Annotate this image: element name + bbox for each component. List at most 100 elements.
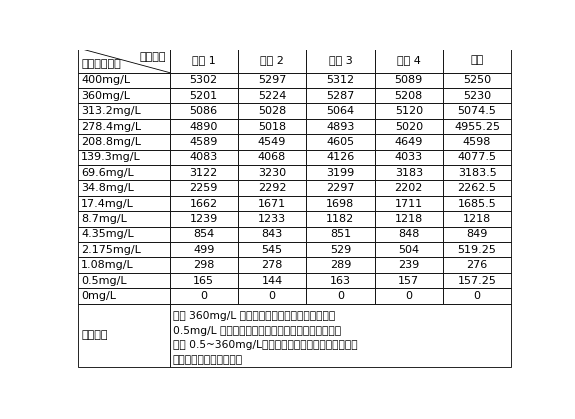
- Text: 5312: 5312: [327, 75, 354, 85]
- Bar: [238, 150, 306, 165]
- Text: 0.5mg/L: 0.5mg/L: [81, 276, 127, 285]
- Bar: [306, 196, 374, 211]
- Bar: [443, 211, 511, 227]
- Text: 157.25: 157.25: [458, 276, 497, 285]
- Bar: [238, 48, 306, 72]
- Bar: [374, 72, 443, 88]
- Text: 4649: 4649: [394, 137, 423, 147]
- Bar: [306, 150, 374, 165]
- Text: 5028: 5028: [258, 106, 286, 116]
- Bar: [374, 257, 443, 273]
- Text: 1671: 1671: [258, 199, 286, 209]
- Bar: [374, 181, 443, 196]
- Bar: [78, 134, 170, 150]
- Bar: [170, 88, 238, 103]
- Text: 4890: 4890: [190, 122, 218, 132]
- Text: 4077.5: 4077.5: [458, 153, 497, 162]
- Text: 4.35mg/L: 4.35mg/L: [81, 229, 134, 239]
- Text: 5297: 5297: [258, 75, 286, 85]
- Bar: [374, 88, 443, 103]
- Text: 2297: 2297: [326, 183, 355, 193]
- Bar: [170, 257, 238, 273]
- Bar: [306, 181, 374, 196]
- Text: 5230: 5230: [463, 91, 491, 101]
- Text: 848: 848: [398, 229, 419, 239]
- Bar: [238, 119, 306, 134]
- Text: 0.5mg/L 以下时，反应幅度不宜分开，故定出检测范: 0.5mg/L 以下时，反应幅度不宜分开，故定出检测范: [172, 326, 341, 336]
- Text: 17.4mg/L: 17.4mg/L: [81, 199, 134, 209]
- Bar: [170, 150, 238, 165]
- Text: 1.08mg/L: 1.08mg/L: [81, 260, 134, 270]
- Text: 1182: 1182: [326, 214, 355, 224]
- Bar: [170, 242, 238, 257]
- Bar: [306, 242, 374, 257]
- Bar: [238, 273, 306, 288]
- Text: 2292: 2292: [258, 183, 286, 193]
- Bar: [443, 119, 511, 134]
- Bar: [374, 211, 443, 227]
- Bar: [78, 242, 170, 257]
- Text: 3183.5: 3183.5: [458, 168, 496, 178]
- Text: 1233: 1233: [258, 214, 286, 224]
- Bar: [374, 103, 443, 119]
- Text: 163: 163: [330, 276, 351, 285]
- Text: 5302: 5302: [190, 75, 218, 85]
- Bar: [78, 196, 170, 211]
- Bar: [306, 227, 374, 242]
- Text: 278.4mg/L: 278.4mg/L: [81, 122, 141, 132]
- Bar: [443, 257, 511, 273]
- Bar: [374, 150, 443, 165]
- Bar: [374, 196, 443, 211]
- Bar: [78, 257, 170, 273]
- Bar: [170, 134, 238, 150]
- Text: 165: 165: [193, 276, 214, 285]
- Bar: [374, 134, 443, 150]
- Bar: [306, 288, 374, 304]
- Bar: [78, 304, 170, 367]
- Text: 4893: 4893: [326, 122, 355, 132]
- Bar: [443, 103, 511, 119]
- Bar: [170, 304, 511, 367]
- Bar: [238, 134, 306, 150]
- Text: 幅度 4: 幅度 4: [397, 55, 421, 65]
- Text: 0: 0: [200, 291, 207, 301]
- Bar: [170, 72, 238, 88]
- Text: 1662: 1662: [190, 199, 218, 209]
- Text: 519.25: 519.25: [458, 245, 497, 255]
- Text: 4605: 4605: [327, 137, 354, 147]
- Bar: [238, 288, 306, 304]
- Text: 4083: 4083: [190, 153, 218, 162]
- Bar: [306, 119, 374, 134]
- Bar: [238, 181, 306, 196]
- Text: 0mg/L: 0mg/L: [81, 291, 116, 301]
- Bar: [374, 165, 443, 181]
- Text: 5120: 5120: [394, 106, 423, 116]
- Bar: [78, 150, 170, 165]
- Text: 208.8mg/L: 208.8mg/L: [81, 137, 141, 147]
- Text: 5074.5: 5074.5: [458, 106, 497, 116]
- Text: 朗道质控浓度: 朗道质控浓度: [81, 59, 121, 69]
- Bar: [374, 227, 443, 242]
- Text: 1218: 1218: [463, 214, 491, 224]
- Text: 69.6mg/L: 69.6mg/L: [81, 168, 134, 178]
- Text: 1711: 1711: [394, 199, 423, 209]
- Text: 5086: 5086: [190, 106, 218, 116]
- Bar: [443, 288, 511, 304]
- Text: 529: 529: [330, 245, 351, 255]
- Text: 239: 239: [398, 260, 419, 270]
- Text: 均值: 均值: [470, 55, 484, 65]
- Bar: [374, 242, 443, 257]
- Bar: [238, 257, 306, 273]
- Text: 0: 0: [474, 291, 481, 301]
- Text: 278: 278: [262, 260, 283, 270]
- Bar: [170, 288, 238, 304]
- Text: 4033: 4033: [394, 153, 423, 162]
- Text: 5064: 5064: [327, 106, 354, 116]
- Bar: [78, 181, 170, 196]
- Bar: [170, 119, 238, 134]
- Text: 0: 0: [269, 291, 275, 301]
- Text: 34.8mg/L: 34.8mg/L: [81, 183, 134, 193]
- Text: 0: 0: [405, 291, 412, 301]
- Text: 5201: 5201: [190, 91, 218, 101]
- Bar: [78, 288, 170, 304]
